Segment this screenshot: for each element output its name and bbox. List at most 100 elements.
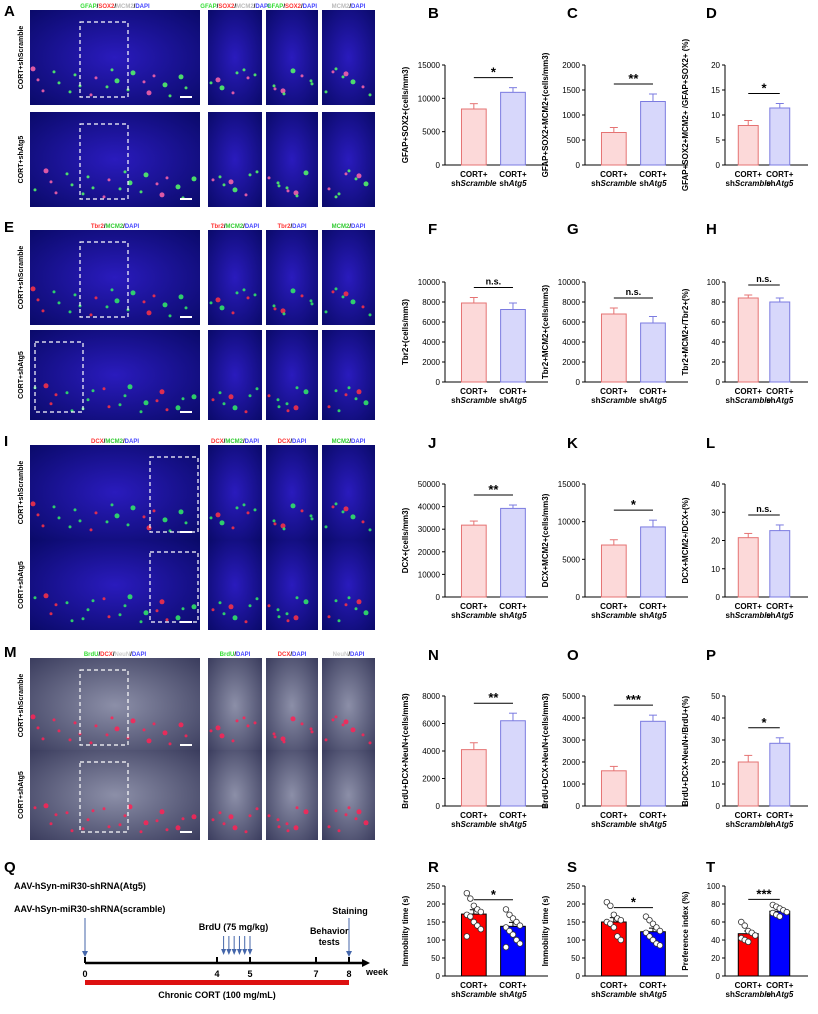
- data-point: [463, 933, 471, 940]
- y-axis-label: BrdU+DCX+NeuN+(cells/mm3): [401, 693, 410, 809]
- category-label: shAtg5: [766, 179, 794, 188]
- cell-mark: [143, 172, 149, 178]
- cell-mark: [142, 728, 146, 732]
- microscopy-panels: CORT+shScramble CORT+shAtg5 GFAP/SOX2/MCM2…: [18, 4, 375, 840]
- row-label: CORT+shAtg5: [18, 351, 25, 399]
- panel-letter-s: S: [567, 859, 577, 876]
- y-tick-label: 10000: [558, 518, 581, 527]
- micrograph-e-1-2: [266, 330, 318, 420]
- bar-scramble: [737, 761, 759, 807]
- cell-mark: [181, 397, 185, 401]
- cell-mark: [334, 195, 338, 199]
- category-label: CORT+: [499, 811, 527, 820]
- cell-mark: [363, 820, 369, 826]
- cell-mark: [255, 387, 259, 391]
- category-label: CORT+: [460, 811, 488, 820]
- data-point: [502, 906, 510, 913]
- cell-mark: [354, 397, 358, 401]
- cell-mark: [219, 85, 225, 91]
- cell-mark: [248, 173, 252, 177]
- chart-k: 0 5000 10000 15000 DCX+MCM2+(cells/mm3) CORT+…: [541, 480, 688, 620]
- panel-letter-j: J: [428, 435, 436, 452]
- y-tick-label: 5000: [562, 555, 580, 564]
- cell-mark: [309, 514, 313, 518]
- y-tick-label: 100: [567, 936, 581, 945]
- cell-mark: [110, 288, 114, 292]
- cell-mark: [123, 394, 127, 398]
- bar-scramble: [737, 125, 759, 166]
- cell-mark: [57, 729, 61, 733]
- channel-label: DCX/MCM2/DAPI: [211, 439, 259, 445]
- cell-mark: [114, 726, 120, 732]
- cell-mark: [94, 511, 98, 515]
- y-tick-label: 15000: [558, 480, 581, 489]
- cell-mark: [253, 293, 257, 297]
- y-axis-label: Tbr2+(cells/mm3): [401, 299, 410, 365]
- cell-mark: [244, 193, 248, 197]
- image-block-e: CORT+shScramble CORT+shAtg5 Tbr2/MCM2/DAPI…: [18, 224, 375, 420]
- y-tick-label: 2000: [562, 61, 580, 70]
- cell-mark: [118, 613, 122, 617]
- chart-c: 0 500 1000 1500 2000 GFAP+SOX2+MCM2+(cells/mm…: [541, 52, 688, 188]
- cell-mark: [222, 183, 226, 187]
- cell-mark: [126, 523, 130, 527]
- cell-mark: [142, 80, 146, 84]
- cell-mark: [267, 176, 271, 180]
- cell-mark: [253, 721, 257, 725]
- sig-label: *: [491, 887, 497, 902]
- cell-mark: [146, 90, 152, 96]
- cell-mark: [267, 814, 271, 818]
- category-label: CORT+: [460, 981, 488, 990]
- category-label: shAtg5: [766, 990, 794, 999]
- category-label: CORT+: [639, 981, 667, 990]
- data-point: [477, 908, 485, 916]
- y-axis-label: GFAP+SOX2+MCM2+(cells/mm3): [541, 52, 550, 177]
- cell-mark: [89, 313, 93, 317]
- cell-mark: [334, 599, 338, 603]
- cell-mark: [127, 594, 133, 600]
- micrograph-m-0-3: [322, 658, 375, 753]
- sig-label: **: [628, 71, 639, 86]
- bar-atg5: [640, 322, 666, 383]
- cell-mark: [231, 526, 235, 530]
- cell-mark: [285, 402, 289, 406]
- cell-mark: [285, 612, 289, 616]
- cell-mark: [123, 814, 127, 818]
- row-label: CORT+shScramble: [18, 674, 25, 738]
- data-point: [783, 908, 790, 916]
- cell-mark: [65, 601, 69, 605]
- micrograph-i-1-1: [208, 540, 262, 630]
- cell-mark: [118, 823, 122, 827]
- y-tick-label: 500: [567, 136, 581, 145]
- category-label: shAtg5: [639, 611, 667, 620]
- y-axis-label: BrdU+DCX+NeuN+(cells/mm3): [541, 693, 550, 809]
- cell-mark: [110, 68, 114, 72]
- cell-mark: [246, 511, 250, 515]
- cell-mark: [286, 189, 290, 193]
- timeline-tick-label: 5: [247, 969, 252, 979]
- bar-atg5: [769, 910, 791, 977]
- cell-mark: [368, 528, 372, 532]
- y-tick-label: 0: [576, 802, 581, 811]
- cell-mark: [41, 737, 45, 741]
- cell-mark: [350, 299, 356, 305]
- row-label: CORT+shAtg5: [18, 136, 25, 184]
- timeline-tick-label: 0: [82, 969, 87, 979]
- category-label: CORT+: [639, 602, 667, 611]
- cell-mark: [162, 82, 168, 88]
- y-tick-label: 2000: [562, 358, 580, 367]
- category-label: CORT+: [460, 602, 488, 611]
- cell-mark: [276, 181, 280, 185]
- data-point: [463, 890, 471, 897]
- cell-mark: [303, 389, 309, 395]
- bar-atg5: [769, 301, 791, 383]
- chart-j: 0 10000 20000 30000 40000 50000 DCX+(cells/mm3…: [401, 480, 548, 620]
- y-axis-label: Tbr2+MCM2+(cells/mm3): [541, 285, 550, 380]
- y-tick-label: 2000: [562, 758, 580, 767]
- sig-label: ***: [626, 692, 642, 707]
- data-point: [741, 922, 748, 929]
- y-tick-label: 40: [711, 936, 720, 945]
- cell-mark: [175, 184, 181, 190]
- panel-letter-d: D: [706, 5, 717, 22]
- cell-mark: [309, 79, 313, 83]
